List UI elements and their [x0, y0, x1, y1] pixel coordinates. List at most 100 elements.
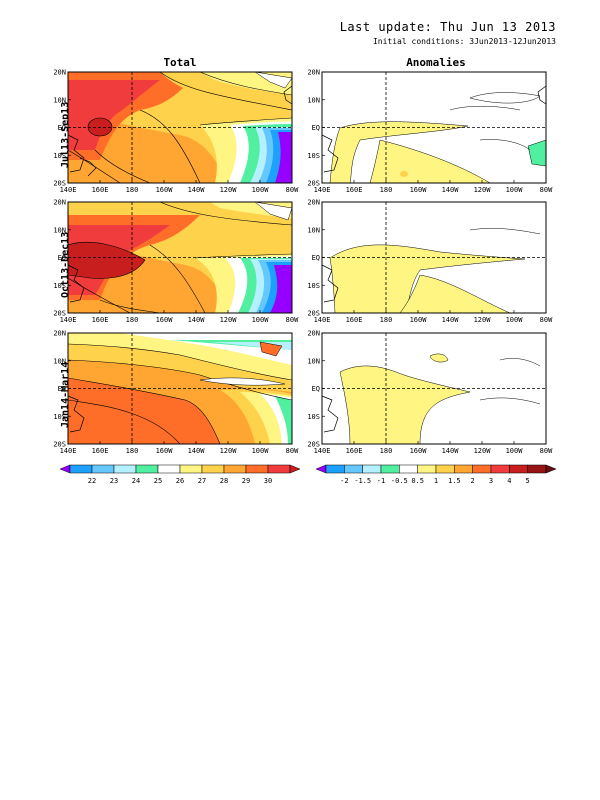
- lon-tick-label: 180: [380, 316, 393, 324]
- lon-tick-label: 120W: [474, 186, 492, 194]
- lon-tick-label: 140W: [442, 447, 460, 455]
- lon-tick-label: 80W: [286, 186, 299, 194]
- lat-tick-label: 20N: [53, 69, 66, 77]
- lat-tick-label: 20S: [53, 180, 66, 188]
- column-title-anomalies: Anomalies: [406, 56, 466, 69]
- lon-tick-label: 160E: [92, 316, 109, 324]
- initial-conditions-text: Initial conditions: 3Jun2013-12Jun2013: [372, 37, 556, 46]
- panel-frames: [67, 71, 547, 445]
- lat-tick-label: 10S: [307, 152, 320, 160]
- colorbar-label: 3: [489, 477, 493, 485]
- lon-tick-label: 160E: [346, 186, 363, 194]
- lon-tick-label: 140E: [60, 186, 77, 194]
- colorbar-label: 22: [88, 477, 96, 485]
- last-update-text: Last update: Thu Jun 13 2013: [339, 20, 556, 34]
- lon-tick-label: 180: [126, 186, 139, 194]
- colorbar-label: 1.5: [448, 477, 461, 485]
- lon-tick-label: 180: [380, 447, 393, 455]
- lat-tick-label: EQ: [312, 385, 320, 393]
- lon-tick-label: 140E: [314, 447, 331, 455]
- lat-tick-label: 20N: [307, 330, 320, 338]
- lon-tick-label: 80W: [540, 447, 553, 455]
- lon-tick-label: 160W: [410, 316, 428, 324]
- lon-tick-label: 180: [126, 316, 139, 324]
- lon-tick-label: 160E: [346, 316, 363, 324]
- lat-tick-label: 20N: [307, 69, 320, 77]
- lat-tick-label: 10S: [307, 282, 320, 290]
- lon-tick-label: 160W: [156, 447, 174, 455]
- lat-tick-label: 20S: [53, 441, 66, 449]
- colorbar-label: 30: [264, 477, 272, 485]
- lat-tick-label: 10N: [53, 226, 66, 234]
- colorbar-label: -0.5: [391, 477, 408, 485]
- lon-tick-label: 80W: [286, 316, 299, 324]
- colorbar-label: 2: [471, 477, 475, 485]
- colorbar-label: 24: [132, 477, 140, 485]
- lat-tick-label: 20S: [53, 310, 66, 318]
- lat-tick-label: EQ: [58, 254, 66, 262]
- lat-tick-label: 10N: [53, 96, 66, 104]
- lon-tick-label: 100W: [506, 186, 524, 194]
- lat-tick-label: 10N: [307, 226, 320, 234]
- colorbar-label: 4: [507, 477, 511, 485]
- lat-tick-label: 10N: [53, 357, 66, 365]
- lat-tick-label: 10S: [307, 413, 320, 421]
- lon-tick-label: 140E: [60, 316, 77, 324]
- lon-tick-label: 140E: [60, 447, 77, 455]
- coastline-outlines: [67, 85, 547, 433]
- axis-tick-labels: 140E 160E 180 160W 140W 120W 100W 80W 20N 10N EQ 10…: [53, 69, 553, 456]
- lat-tick-label: EQ: [58, 124, 66, 132]
- lon-tick-label: 160W: [410, 186, 428, 194]
- colorbar-label: 0.5: [411, 477, 424, 485]
- lon-tick-label: 140W: [188, 186, 206, 194]
- lat-tick-label: EQ: [312, 254, 320, 262]
- colorbar-label: 5: [526, 477, 530, 485]
- lon-tick-label: 100W: [506, 447, 524, 455]
- lon-tick-label: 80W: [540, 316, 553, 324]
- lon-tick-label: 180: [380, 186, 393, 194]
- lon-tick-label: 140W: [442, 186, 460, 194]
- lon-tick-label: 120W: [474, 316, 492, 324]
- colorbar-label: -1.5: [354, 477, 371, 485]
- lon-tick-label: 100W: [506, 316, 524, 324]
- lon-tick-label: 120W: [220, 447, 238, 455]
- colorbar-label: 26: [176, 477, 184, 485]
- lon-tick-label: 140E: [314, 186, 331, 194]
- lat-tick-label: 10S: [53, 152, 66, 160]
- forecast-map-figure: 140E 160E 180 160W 140W 120W 100W 80W20N10NEQ10…: [53, 69, 557, 485]
- lat-tick-label: EQ: [312, 124, 320, 132]
- colorbar-label: 1: [434, 477, 438, 485]
- colorbar-label: 28: [220, 477, 228, 485]
- lon-tick-label: 140W: [188, 447, 206, 455]
- colorbar-label: -2: [340, 477, 348, 485]
- lon-tick-label: 80W: [286, 447, 299, 455]
- colorbar-anomalies: -2 -1.5 -1 -0.5 0.5 1 1.5 2 3 4 5: [315, 464, 557, 485]
- lon-tick-label: 120W: [220, 186, 238, 194]
- lat-tick-label: 10N: [307, 357, 320, 365]
- colorbar-label: 25: [154, 477, 162, 485]
- lon-tick-label: 160E: [92, 447, 109, 455]
- lat-tick-label: 20S: [307, 310, 320, 318]
- lon-tick-label: 120W: [220, 316, 238, 324]
- lon-tick-label: 80W: [540, 186, 553, 194]
- lat-tick-label: 20N: [53, 199, 66, 207]
- lon-tick-label: 160W: [156, 316, 174, 324]
- lon-tick-label: 160E: [92, 186, 109, 194]
- lon-tick-label: 160E: [346, 447, 363, 455]
- colorbar-label: 27: [198, 477, 206, 485]
- colorbar-label: 29: [242, 477, 250, 485]
- colorbar-label: -1: [377, 477, 385, 485]
- column-title-total: Total: [163, 56, 197, 69]
- lon-tick-label: 140W: [442, 316, 460, 324]
- lon-tick-label: 100W: [252, 316, 270, 324]
- lat-tick-label: 20N: [53, 330, 66, 338]
- lon-tick-label: 180: [126, 447, 139, 455]
- lon-tick-label: 160W: [156, 186, 174, 194]
- lat-tick-label: EQ: [58, 385, 66, 393]
- colorbar-total: 22 23 24 25 26 27 28 29 30: [59, 464, 301, 485]
- lon-tick-label: 160W: [410, 447, 428, 455]
- lat-tick-label: 20N: [307, 199, 320, 207]
- lon-tick-label: 120W: [474, 447, 492, 455]
- lon-tick-label: 140W: [188, 316, 206, 324]
- colorbar-label: 23: [110, 477, 118, 485]
